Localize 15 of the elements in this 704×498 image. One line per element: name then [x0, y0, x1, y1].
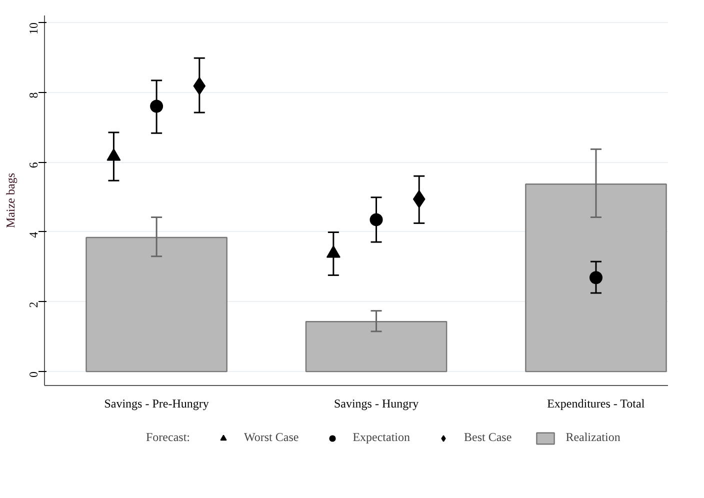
- legend-label: Worst Case: [244, 430, 299, 445]
- legend-label: Best Case: [464, 430, 512, 445]
- x-tick-label: Expenditures - Total: [547, 396, 646, 410]
- x-tick-label: Savings - Pre-Hungry: [104, 396, 209, 410]
- y-tick-label: 10: [26, 22, 40, 34]
- y-tick-label: 0: [26, 372, 40, 378]
- x-tick-label: Savings - Hungry: [334, 396, 419, 410]
- y-tick-label: 4: [26, 232, 40, 238]
- legend-label: Expectation: [352, 430, 410, 445]
- y-tick-label: 6: [26, 162, 40, 168]
- y-tick-label: 8: [26, 92, 40, 98]
- legend-label: Realization: [566, 430, 620, 445]
- y-tick-label: 2: [26, 302, 40, 308]
- y-axis-title: Maize bags: [4, 172, 18, 228]
- legend-title: Forecast:: [146, 430, 190, 445]
